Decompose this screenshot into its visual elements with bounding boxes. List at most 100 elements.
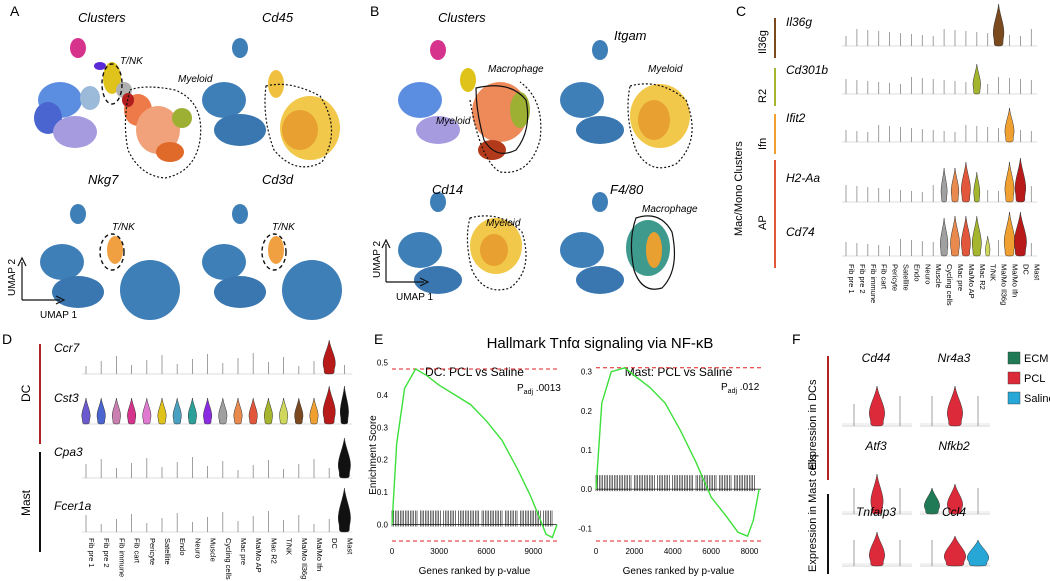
panel-d-cluster-label: Fib pre 2: [102, 538, 111, 568]
panel-d-violin: [339, 385, 349, 425]
panel-d-cluster-label: Ma/Mo Ifn: [315, 538, 324, 571]
panel-c-cluster-label: DC: [1021, 264, 1030, 275]
panel-d-violin: [322, 385, 336, 425]
gsea-plot-dc: DC: PCL vs Saline 0.0 0.1 0.2 0.3 0.4 0.5 0 3000…: [377, 356, 561, 577]
panel-d-violin: [81, 397, 91, 425]
umap-a1-title: Clusters: [78, 10, 126, 25]
gsea-xtick-label: 6000: [702, 547, 720, 556]
panel-c-cluster-label: Fib immune: [869, 264, 878, 303]
panel-c-violin: [1003, 211, 1016, 257]
umap-a-cd3d: Cd3d T/NK: [202, 172, 342, 320]
panel-e-letter: E: [374, 331, 383, 347]
panel-c-cluster-label: Ma/Mo Il36g: [1000, 264, 1009, 305]
panel-d-xlabels: Fib pre 1 Fib pre 2 Fib immune Fib cart Peri…: [87, 538, 354, 580]
panel-c-cluster-label: Neuro: [923, 264, 932, 284]
panel-d-violin: [142, 397, 152, 425]
legend-label-saline: Saline: [1024, 393, 1050, 405]
panel-d-group-label-dc: DC: [19, 384, 33, 402]
panel-d-violin: [322, 339, 336, 375]
panel-e: E Hallmark Tnfα signaling via NF-κB Enri…: [368, 331, 761, 577]
panel-c-letter: C: [736, 3, 746, 19]
panel-e-title: Hallmark Tnfα signaling via NF-κB: [487, 335, 714, 352]
gsea-ytick-label: 0.3: [581, 368, 593, 377]
panel-d-violin: [172, 397, 182, 425]
panel-d-violin: [127, 397, 137, 425]
umap-b4-label-macrophage: Macrophage: [642, 204, 698, 215]
panel-c-cluster-label: Fib pre 1: [847, 264, 856, 294]
panel-d-cluster-label: Mast: [345, 538, 354, 555]
panel-c-violin: [961, 215, 971, 257]
panel-c-violins: Il36g Cd301b Ifit2 H2-Aa Cd74: [786, 3, 1038, 257]
panel-c-group-label-r2: R2: [757, 89, 769, 103]
legend-label-pcl: PCL: [1024, 373, 1045, 385]
panel-c-cluster-label: T/NK: [989, 264, 998, 281]
gsea-ytick-label: 0.2: [377, 456, 389, 465]
panel-c-cluster-label: Pericyte: [891, 264, 900, 291]
panel-c-cluster-label: Muscle: [934, 264, 943, 288]
gsea-ytick-label: 0.0: [581, 485, 593, 494]
legend-swatch-saline: [1007, 391, 1021, 405]
panel-c-group-label-ifn: Ifn: [757, 138, 769, 150]
panel-d-violin: [248, 397, 258, 425]
panel-d-violin: [309, 397, 319, 425]
panel-f-violin: [869, 531, 885, 567]
umap-b-itgam: Itgam Myeloid: [560, 28, 693, 169]
panel-d-groups: DC Mast: [19, 344, 41, 552]
gsea-ytick-label: 0.4: [377, 391, 389, 400]
panel-f-violin: [924, 487, 940, 515]
panel-f-gene-label-nr4a3: Nr4a3: [938, 351, 971, 365]
panel-d-violin: [111, 397, 121, 425]
panel-c-violin: [950, 167, 960, 203]
umap-a-clusters: Clusters T/NK Myeloid: [34, 10, 213, 179]
umap-a3-title: Nkg7: [88, 172, 119, 187]
gsea-xtick-label: 9000: [525, 547, 543, 556]
panel-d-cluster-label: Pericyte: [148, 538, 157, 565]
panel-d-cluster-label: Ma/Mo AP: [254, 538, 263, 573]
panel-f-gene-label-atf3: Atf3: [864, 439, 887, 453]
gsea-ytick-label: 0.2: [581, 407, 593, 416]
panel-d-violin: [96, 397, 106, 425]
panel-c-violin: [1014, 157, 1026, 203]
umap-a3-label-tnk: T/NK: [112, 222, 136, 233]
umap-a-nkg7: Nkg7 T/NK: [40, 172, 180, 320]
panel-a: A Clusters T/NK Myeloid: [7, 3, 342, 321]
panel-c-violin: [961, 161, 971, 203]
panel-c-violin: [993, 3, 1005, 47]
panel-c-gene-label-cd301b: Cd301b: [786, 63, 828, 77]
gsea-ytick-label: 0.1: [581, 446, 593, 455]
panel-d-violin: [203, 397, 213, 425]
gsea-xtick-label: 2000: [625, 547, 643, 556]
panel-d-gene-label-ccr7: Ccr7: [54, 341, 81, 355]
panel-d-violin: [157, 397, 167, 425]
panel-f-violin: [944, 535, 966, 567]
umap-b-ylabel: UMAP 2: [372, 241, 383, 278]
panel-c-cluster-label: Mac R2: [978, 264, 987, 290]
panel-f-gene-label-tnfaip3: Tnfaip3: [856, 505, 896, 519]
panel-d-violin: [279, 397, 289, 425]
umap-b3-label-myeloid: Myeloid: [486, 218, 521, 229]
panel-d-violin: [294, 397, 304, 425]
gsea-plot-bg: [596, 356, 761, 544]
gsea-xtick-label: 6000: [477, 547, 495, 556]
umap-a4-title: Cd3d: [262, 172, 294, 187]
umap-b-axes: UMAP 1 UMAP 2: [372, 238, 433, 303]
panel-c-cluster-label: Ma/Mo AP: [967, 264, 976, 299]
umap-b-xlabel: UMAP 1: [396, 292, 433, 303]
panel-d-cluster-label: DC: [330, 538, 339, 549]
panel-c-xlabels: Fib pre 1 Fib pre 2 Fib immune Fib cart Peri…: [847, 264, 1041, 306]
panel-f-violin: [870, 473, 884, 515]
panel-f-violin: [947, 385, 963, 427]
gsea-xtick-label: 0: [594, 547, 599, 556]
panel-c-violin: [973, 171, 981, 203]
panel-c-gene-label-il36g: Il36g: [786, 15, 812, 29]
panel-c: C Mac/Mono Clusters Il36g R2 Ifn AP Il36g Cd…: [733, 3, 1041, 306]
panel-d-violin: [187, 397, 197, 425]
panel-a-letter: A: [10, 3, 20, 19]
panel-d-gene-label-cpa3: Cpa3: [54, 445, 83, 459]
panel-d-cluster-label: T/NK: [285, 538, 294, 555]
panel-c-gene-label-h2-aa: H2-Aa: [786, 171, 820, 185]
gsea-xtick-label: 4000: [664, 547, 682, 556]
gsea-ytick-label: -0.1: [578, 524, 592, 533]
panel-c-violin: [971, 215, 982, 257]
